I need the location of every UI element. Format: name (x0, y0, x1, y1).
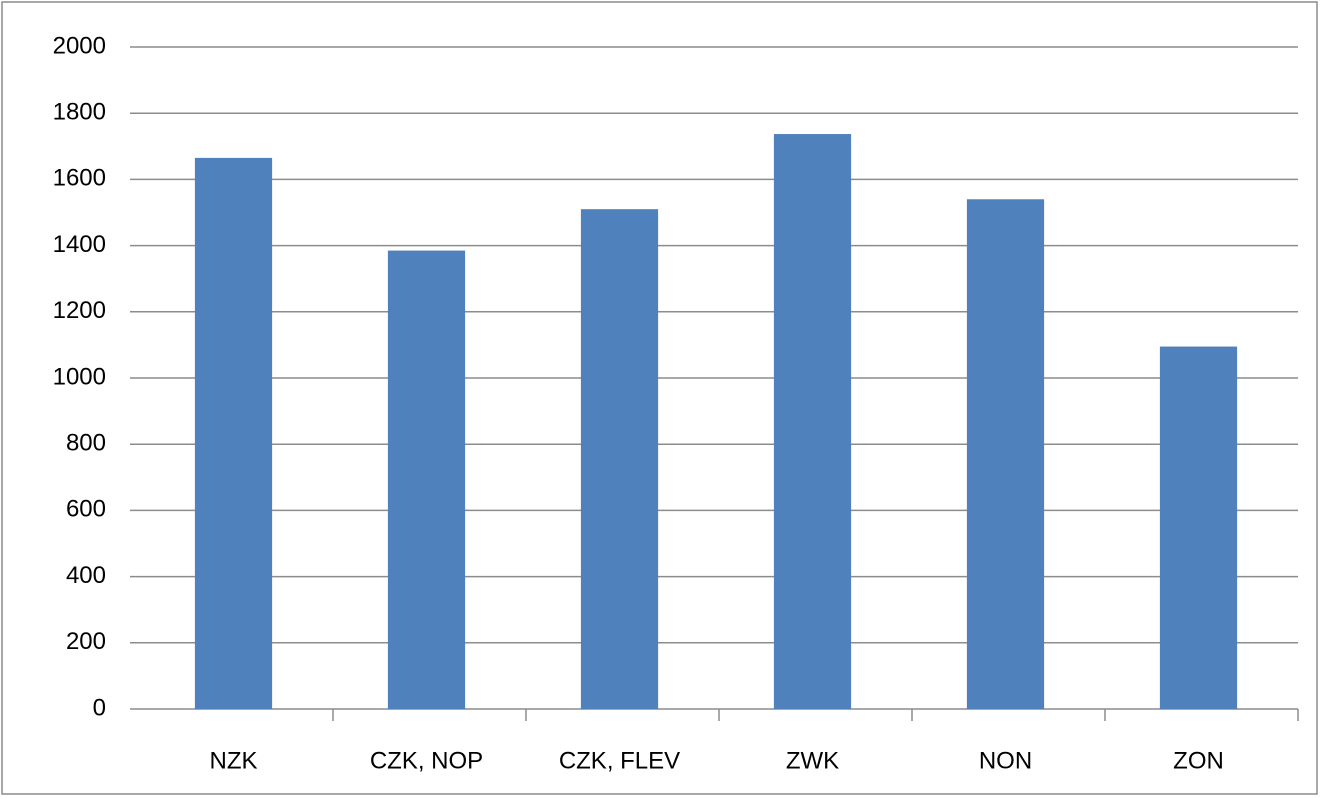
x-tick-label: CZK, FLEV (559, 747, 680, 774)
y-tick-label: 200 (66, 628, 106, 655)
y-tick-label: 1600 (53, 165, 106, 192)
x-tick-label: ZWK (786, 747, 839, 774)
y-tick-label: 0 (93, 694, 106, 721)
x-tick-label: ZON (1173, 747, 1224, 774)
y-tick-label: 1000 (53, 363, 106, 390)
x-tick-label: CZK, NOP (370, 747, 483, 774)
y-tick-label: 1400 (53, 231, 106, 258)
y-tick-label: 1800 (53, 99, 106, 126)
y-tick-label: 2000 (53, 32, 106, 59)
y-tick-label: 400 (66, 562, 106, 589)
x-tick-label: NON (979, 747, 1032, 774)
bar (580, 209, 659, 709)
bar (966, 199, 1045, 709)
y-tick-label: 800 (66, 430, 106, 457)
bar (773, 134, 852, 710)
x-tick-label: NZK (210, 747, 258, 774)
bar (1159, 346, 1238, 709)
y-tick-label: 1200 (53, 297, 106, 324)
bar (194, 157, 273, 709)
y-tick-label: 600 (66, 496, 106, 523)
bar (387, 250, 466, 709)
